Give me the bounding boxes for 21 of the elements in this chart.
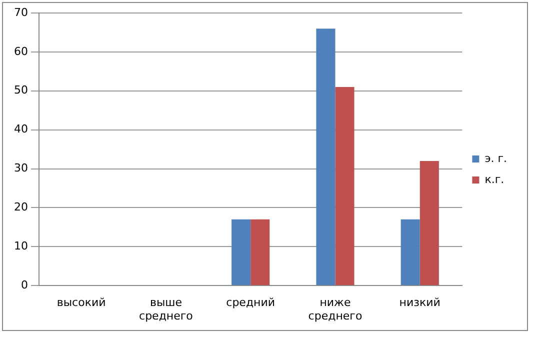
x-tick-label: высокий xyxy=(56,296,106,310)
y-tick-label: 70 xyxy=(14,6,28,19)
x-tick-label: выше среднего xyxy=(139,296,194,322)
y-tick-label: 40 xyxy=(14,122,28,136)
legend-label: к.г. xyxy=(484,172,504,186)
bar xyxy=(420,160,439,286)
y-tick-label: 0 xyxy=(20,278,28,292)
bar xyxy=(316,28,336,286)
y-tick-label: 20 xyxy=(14,200,28,214)
legend-label: э. г. xyxy=(484,152,508,165)
x-tick-label: низкий xyxy=(399,296,440,310)
y-tick-label: 30 xyxy=(14,162,28,175)
y-tick-label: 10 xyxy=(14,240,28,253)
bar xyxy=(400,219,420,286)
y-tick-label: 50 xyxy=(14,84,28,97)
y-tick-label: 60 xyxy=(14,44,28,58)
x-tick-label: средний xyxy=(226,296,276,310)
bar xyxy=(232,219,251,286)
bar xyxy=(335,86,354,286)
x-tick-label: ниже среднего xyxy=(308,296,362,322)
bar xyxy=(250,219,270,286)
